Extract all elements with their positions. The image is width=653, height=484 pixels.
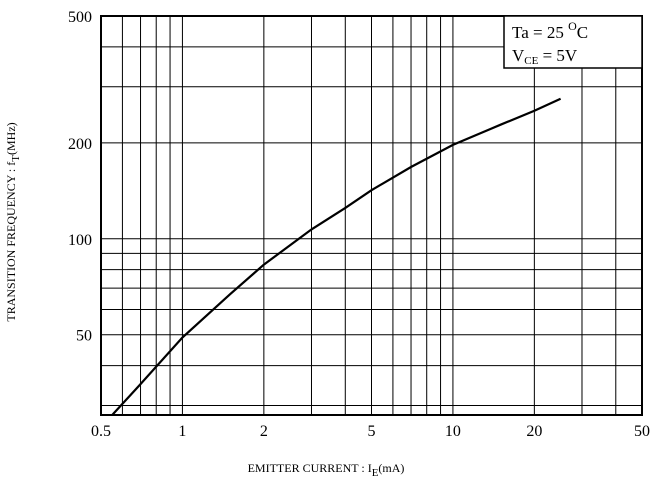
y-tick-labels: 50 100 200 500: [68, 9, 92, 345]
x-tick-label: 0.5: [91, 423, 111, 440]
legend-line-1: Ta = 25 OC: [512, 19, 588, 42]
legend-line-2: VCE = 5V: [512, 46, 578, 67]
x-tick-label: 1: [178, 423, 186, 440]
series-line: [111, 97, 562, 416]
x-axis-title: EMITTER CURRENT : IE(mA): [248, 461, 405, 479]
legend: Ta = 25 OC VCE = 5V: [503, 15, 643, 69]
y-tick-label: 50: [76, 328, 92, 345]
x-tick-labels: 0.5 1 2 5 10 20 50: [91, 423, 650, 440]
x-tick-label: 10: [445, 423, 461, 440]
legend-box: [503, 15, 643, 69]
x-tick-label: 2: [260, 423, 268, 440]
x-tick-label: 50: [634, 423, 650, 440]
x-tick-label: 20: [526, 423, 542, 440]
y-tick-label: 500: [68, 9, 92, 26]
y-axis-title: TRANSITION FREQUENCY : fT(MHz): [4, 122, 22, 321]
y-tick-label: 100: [68, 232, 92, 249]
y-tick-label: 200: [68, 136, 92, 153]
x-tick-label: 5: [368, 423, 376, 440]
plot-frame: [100, 15, 643, 416]
grid: [101, 16, 642, 415]
